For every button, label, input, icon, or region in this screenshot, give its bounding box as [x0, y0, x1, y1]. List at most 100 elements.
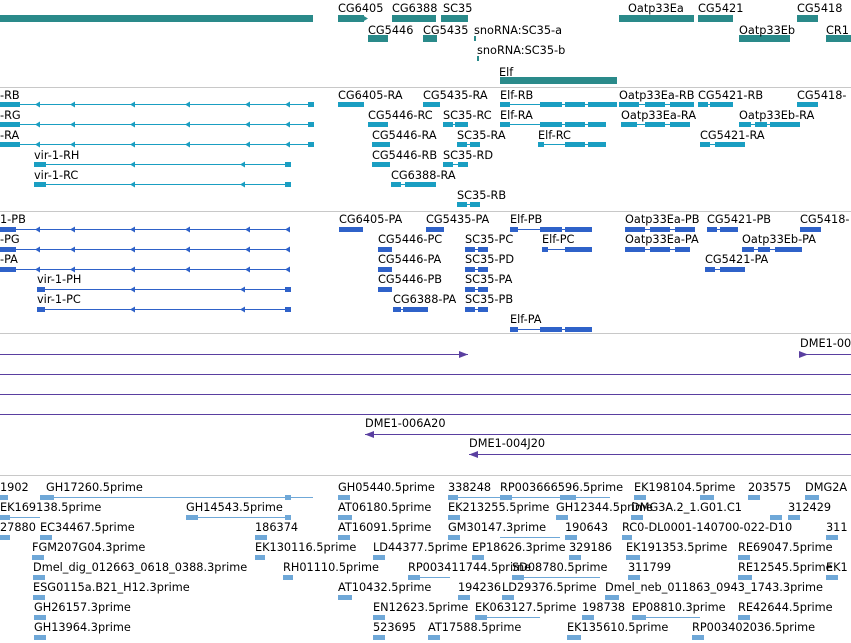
exon-block[interactable]	[34, 182, 46, 187]
strand-arrow-left[interactable]	[285, 121, 290, 128]
exon-block[interactable]	[285, 162, 291, 167]
transcript-label[interactable]: CG5446-RC	[368, 109, 433, 122]
strand-arrow-left[interactable]	[130, 161, 135, 168]
exon-block[interactable]	[705, 267, 715, 272]
est-block[interactable]	[738, 615, 750, 620]
est-block[interactable]	[0, 535, 10, 540]
strand-arrow-left[interactable]	[130, 141, 135, 148]
est-label[interactable]: EK063127.5prime	[475, 601, 577, 614]
est-label[interactable]: 203575	[748, 481, 792, 494]
strand-arrow-left[interactable]	[70, 246, 75, 253]
strand-arrow-left[interactable]	[185, 121, 190, 128]
transcript-label[interactable]: CG5446-RB	[372, 149, 438, 162]
exon-block[interactable]	[565, 247, 592, 252]
exon-block[interactable]	[0, 227, 16, 232]
exon-block[interactable]	[308, 142, 314, 147]
exon-block[interactable]	[465, 247, 475, 252]
strand-arrow-left[interactable]	[285, 246, 290, 253]
est-block[interactable]	[458, 595, 470, 600]
exon-block[interactable]	[650, 227, 670, 232]
est-label[interactable]: EK1	[826, 561, 848, 574]
gene-label[interactable]: CG5421	[698, 2, 744, 15]
strand-arrow-left[interactable]	[130, 286, 135, 293]
exon-block[interactable]	[0, 267, 16, 272]
exon-block[interactable]	[540, 227, 562, 232]
est-label[interactable]: RE12545.5prime	[738, 561, 833, 574]
est-label[interactable]: 311	[826, 521, 848, 534]
transcript-label[interactable]: CG5421-RA	[700, 129, 765, 142]
exon-block[interactable]	[770, 122, 800, 127]
protein-label[interactable]: SC35-PB	[465, 293, 514, 306]
strand-arrow-left[interactable]	[35, 246, 40, 253]
est-block[interactable]	[255, 535, 267, 540]
est-label[interactable]: GM30147.3prime	[448, 521, 547, 534]
transcript-label[interactable]: -RB	[0, 89, 20, 102]
est-label[interactable]: LD44377.5prime	[373, 541, 468, 554]
exon-block[interactable]	[500, 122, 510, 127]
transcript-label[interactable]: Oatp33Eb-RA	[739, 109, 815, 122]
est-block[interactable]	[338, 495, 350, 500]
strand-arrow-left[interactable]	[245, 246, 250, 253]
est-label[interactable]: AT17588.5prime	[428, 621, 522, 634]
est-block[interactable]	[255, 555, 265, 560]
gene-bar[interactable]	[826, 35, 851, 42]
est-label[interactable]: 190643	[565, 521, 609, 534]
est-label[interactable]: 1902	[0, 481, 29, 494]
est-block[interactable]	[582, 615, 594, 620]
est-block[interactable]	[40, 535, 52, 540]
strand-arrow-left[interactable]	[245, 226, 250, 233]
strand-arrow-left[interactable]	[185, 246, 190, 253]
est-block[interactable]	[626, 555, 640, 560]
est-block[interactable]	[788, 515, 800, 520]
exon-block[interactable]	[308, 122, 314, 127]
est-label[interactable]: 311799	[628, 561, 672, 574]
transcript-label[interactable]: SC35-RB	[457, 189, 507, 202]
exon-block[interactable]	[391, 182, 401, 187]
exon-block[interactable]	[742, 247, 754, 252]
exon-block[interactable]	[619, 102, 639, 107]
exon-block[interactable]	[510, 227, 518, 232]
protein-label[interactable]: CG5446-PB	[378, 273, 443, 286]
strand-arrow-left[interactable]	[285, 226, 290, 233]
est-block[interactable]	[634, 495, 646, 500]
transcript-label[interactable]: CG6388-RA	[391, 169, 456, 182]
exon-block[interactable]	[500, 102, 510, 107]
gene-label[interactable]: Elf	[499, 66, 514, 79]
est-block[interactable]	[373, 615, 385, 620]
strand-arrow-left[interactable]	[245, 121, 250, 128]
transcript-label[interactable]: -RA	[0, 129, 20, 142]
exon-block[interactable]	[565, 122, 585, 127]
gene-bar[interactable]	[392, 15, 436, 22]
exon-block[interactable]	[465, 287, 475, 292]
strand-arrow-left[interactable]	[285, 101, 290, 108]
protein-label[interactable]: Oatp33Eb-PA	[742, 233, 816, 246]
strand-arrow-left[interactable]	[35, 266, 40, 273]
exon-block[interactable]	[378, 287, 392, 292]
est-block[interactable]	[373, 555, 385, 560]
est-block[interactable]	[373, 635, 385, 640]
transcript-label[interactable]: CG5446-RA	[372, 129, 437, 142]
gene-bar[interactable]	[477, 56, 479, 61]
est-label[interactable]: GH12344.5prime	[556, 501, 653, 514]
est-block[interactable]	[502, 595, 514, 600]
exon-block[interactable]	[625, 247, 645, 252]
exon-block[interactable]	[405, 182, 436, 187]
protein-label[interactable]: Oatp33Ea-PA	[625, 233, 699, 246]
exon-block[interactable]	[465, 307, 475, 312]
gene-label[interactable]: Oatp33Eb	[739, 24, 796, 37]
protein-label[interactable]: CG6405-PA	[339, 213, 403, 226]
gene-bar[interactable]	[619, 15, 694, 22]
exon-block[interactable]	[675, 227, 695, 232]
protein-label[interactable]: Oatp33Ea-PB	[625, 213, 700, 226]
est-label[interactable]: RP003402036.5prime	[692, 621, 816, 634]
est-block[interactable]	[628, 575, 640, 580]
est-label[interactable]: 312429	[788, 501, 832, 514]
exon-block[interactable]	[0, 142, 20, 147]
est-label[interactable]: 329186	[569, 541, 613, 554]
est-label[interactable]: RH01110.5prime	[283, 561, 379, 574]
strand-arrow-left[interactable]	[185, 226, 190, 233]
exon-block[interactable]	[565, 327, 592, 332]
exon-block[interactable]	[457, 202, 467, 207]
est-block[interactable]	[826, 575, 838, 580]
est-label[interactable]: EC34467.5prime	[40, 521, 135, 534]
